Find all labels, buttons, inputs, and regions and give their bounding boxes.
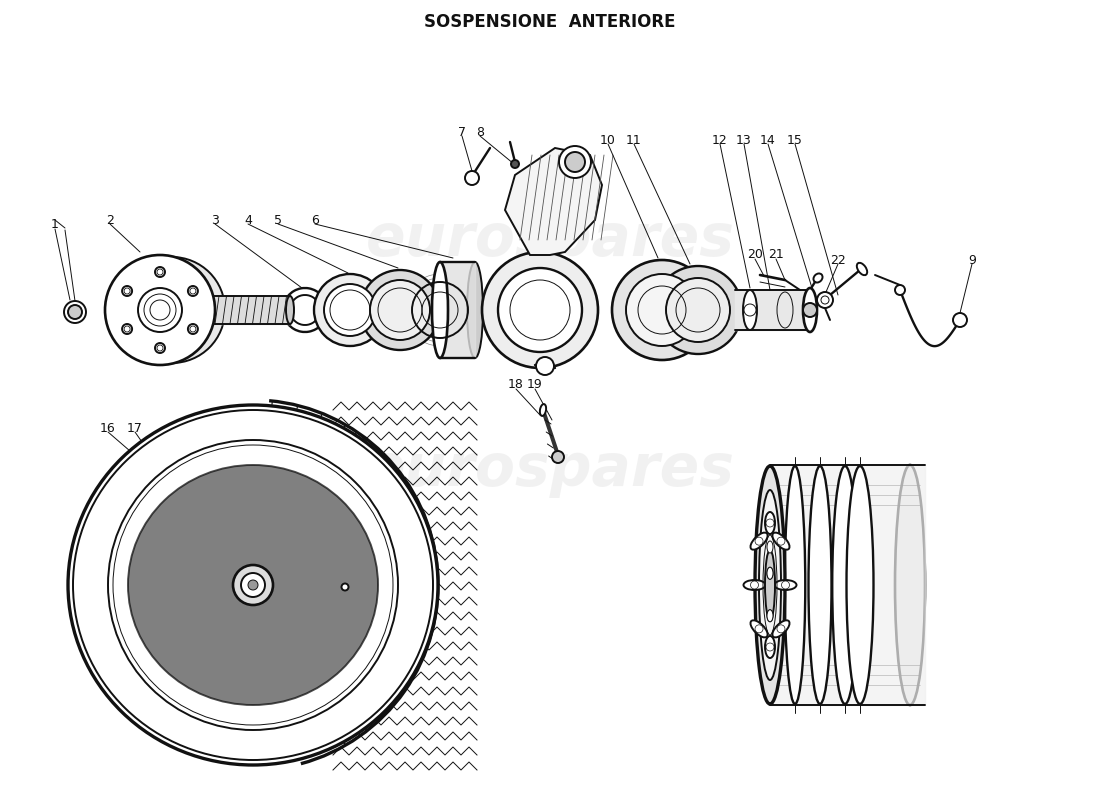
Circle shape xyxy=(370,280,430,340)
Ellipse shape xyxy=(764,550,776,620)
Ellipse shape xyxy=(772,533,790,550)
Circle shape xyxy=(465,171,478,185)
Text: 17: 17 xyxy=(128,422,143,434)
Text: 13: 13 xyxy=(736,134,752,146)
Circle shape xyxy=(482,252,598,368)
Ellipse shape xyxy=(468,262,483,358)
Ellipse shape xyxy=(759,490,781,680)
Ellipse shape xyxy=(432,262,448,358)
Circle shape xyxy=(324,284,376,336)
Circle shape xyxy=(654,266,743,354)
Circle shape xyxy=(666,278,730,342)
Text: 20: 20 xyxy=(747,249,763,262)
Ellipse shape xyxy=(755,466,785,704)
Text: 19: 19 xyxy=(527,378,543,391)
Ellipse shape xyxy=(857,263,867,275)
Ellipse shape xyxy=(895,465,925,705)
Text: 14: 14 xyxy=(760,134,775,146)
Circle shape xyxy=(155,267,165,277)
Text: 1: 1 xyxy=(51,218,59,231)
Circle shape xyxy=(565,152,585,172)
Ellipse shape xyxy=(764,512,776,534)
Circle shape xyxy=(188,324,198,334)
Circle shape xyxy=(512,160,519,168)
Text: 3: 3 xyxy=(211,214,219,226)
Ellipse shape xyxy=(767,567,773,579)
Text: 8: 8 xyxy=(476,126,484,138)
Text: 5: 5 xyxy=(274,214,282,226)
Circle shape xyxy=(122,324,132,334)
Ellipse shape xyxy=(286,296,294,324)
Text: eurospares: eurospares xyxy=(365,211,735,269)
Ellipse shape xyxy=(750,620,768,638)
Ellipse shape xyxy=(767,610,773,622)
Text: 22: 22 xyxy=(830,254,846,266)
Text: 7: 7 xyxy=(458,126,466,138)
Text: 6: 6 xyxy=(311,214,319,226)
Circle shape xyxy=(626,274,698,346)
Ellipse shape xyxy=(774,580,796,590)
Circle shape xyxy=(233,565,273,605)
Circle shape xyxy=(68,305,82,319)
Circle shape xyxy=(498,268,582,352)
Circle shape xyxy=(552,451,564,463)
Circle shape xyxy=(803,303,817,317)
Text: 18: 18 xyxy=(508,378,524,391)
Ellipse shape xyxy=(540,404,546,416)
Circle shape xyxy=(895,285,905,295)
Circle shape xyxy=(64,301,86,323)
Ellipse shape xyxy=(784,466,805,704)
Text: 15: 15 xyxy=(788,134,803,146)
Circle shape xyxy=(953,313,967,327)
Ellipse shape xyxy=(744,580,766,590)
Circle shape xyxy=(188,286,198,296)
Circle shape xyxy=(241,573,265,597)
Circle shape xyxy=(119,257,226,363)
Ellipse shape xyxy=(761,466,779,704)
Text: 10: 10 xyxy=(601,134,616,146)
Circle shape xyxy=(248,580,258,590)
Ellipse shape xyxy=(767,541,773,553)
Ellipse shape xyxy=(847,466,873,704)
Circle shape xyxy=(612,260,712,360)
Text: 9: 9 xyxy=(968,254,976,266)
Text: 2: 2 xyxy=(106,214,114,226)
Text: 11: 11 xyxy=(626,134,642,146)
Circle shape xyxy=(104,255,214,365)
Text: eurospares: eurospares xyxy=(365,442,735,498)
Ellipse shape xyxy=(808,466,832,704)
Text: 21: 21 xyxy=(768,249,784,262)
Ellipse shape xyxy=(742,290,757,330)
Ellipse shape xyxy=(750,533,768,550)
Ellipse shape xyxy=(128,465,378,705)
Circle shape xyxy=(155,343,165,353)
Circle shape xyxy=(341,583,349,590)
Circle shape xyxy=(559,146,591,178)
Text: 4: 4 xyxy=(244,214,252,226)
Circle shape xyxy=(314,274,386,346)
Text: SOSPENSIONE  ANTERIORE: SOSPENSIONE ANTERIORE xyxy=(425,13,675,31)
Ellipse shape xyxy=(764,636,776,658)
Ellipse shape xyxy=(803,288,817,332)
Circle shape xyxy=(817,292,833,308)
Circle shape xyxy=(122,286,132,296)
Ellipse shape xyxy=(767,610,773,622)
Ellipse shape xyxy=(68,405,438,765)
Circle shape xyxy=(536,357,554,375)
Circle shape xyxy=(360,270,440,350)
Ellipse shape xyxy=(833,466,858,704)
Polygon shape xyxy=(505,148,602,255)
Text: 12: 12 xyxy=(712,134,728,146)
Text: 16: 16 xyxy=(100,422,116,434)
Ellipse shape xyxy=(767,567,773,579)
Ellipse shape xyxy=(772,620,790,638)
